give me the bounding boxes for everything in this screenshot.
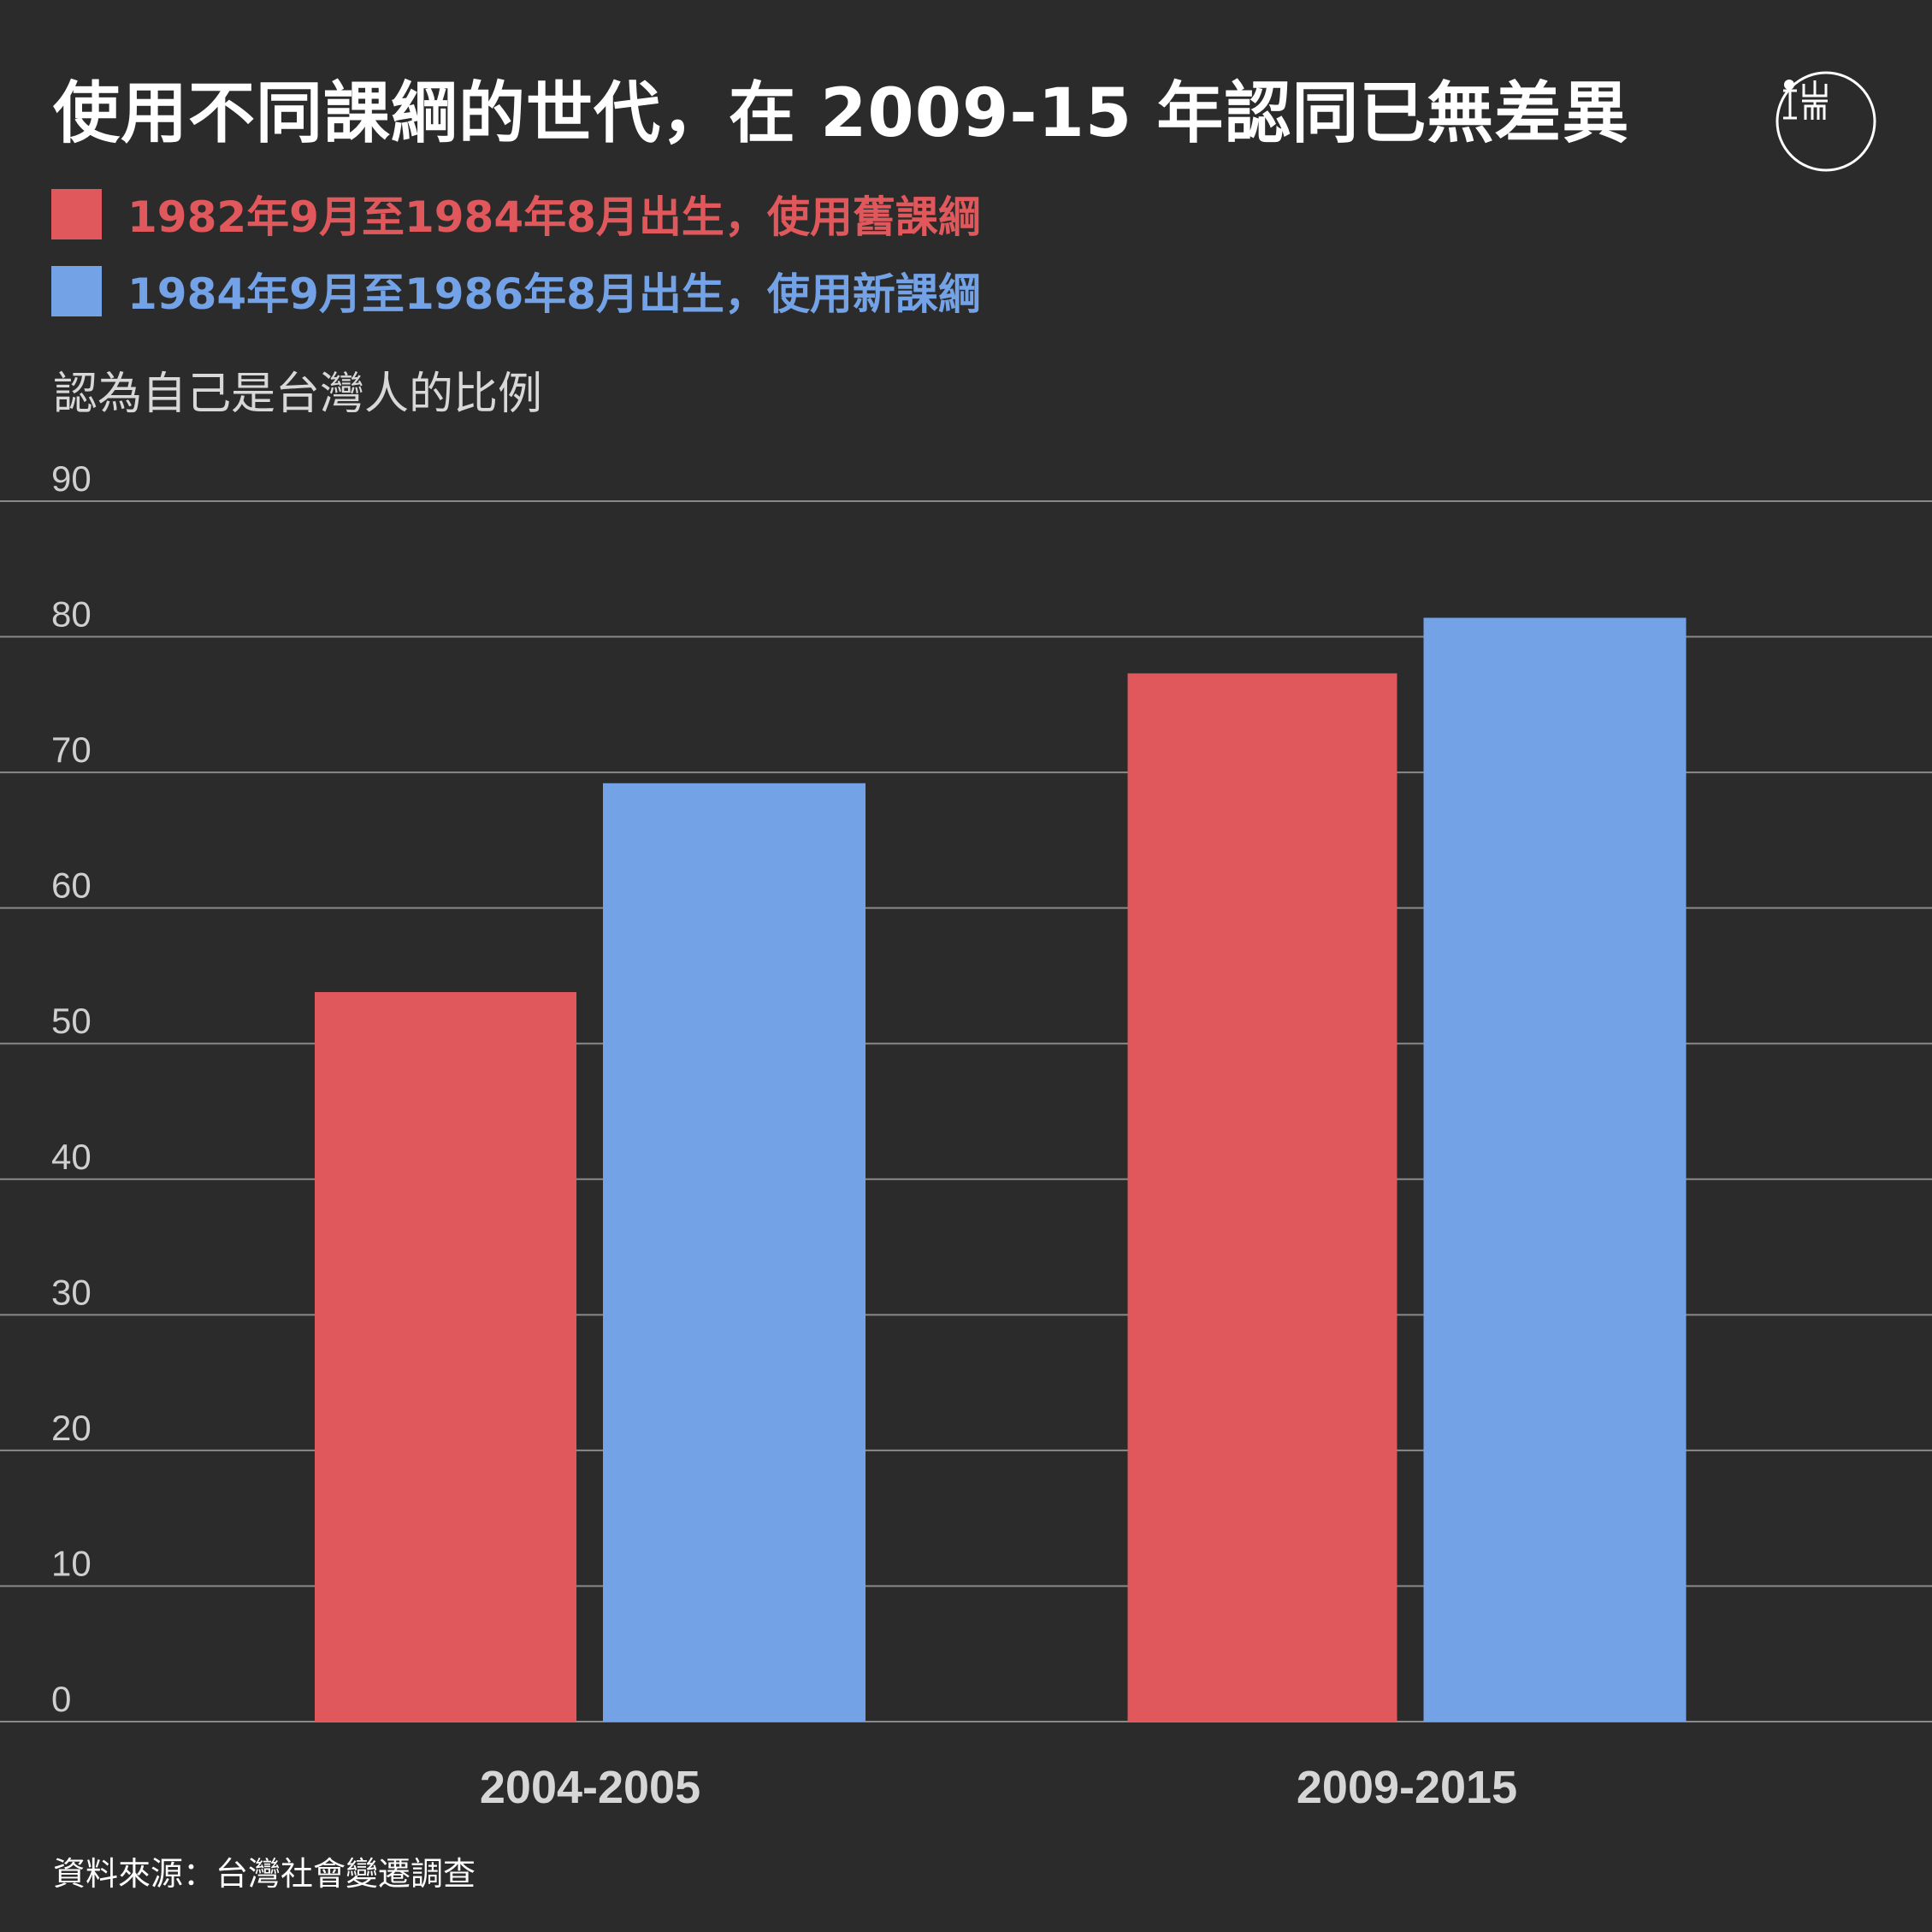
legend-label-old: 1982年9月至1984年8月出生，使用舊課綱 bbox=[127, 192, 981, 242]
bar bbox=[603, 783, 866, 1722]
y-tick-label: 90 bbox=[51, 458, 92, 499]
y-tick-label: 30 bbox=[51, 1272, 92, 1312]
initium-logo-icon bbox=[1775, 71, 1876, 172]
y-tick-label: 80 bbox=[51, 594, 92, 635]
y-tick-label: 10 bbox=[51, 1543, 92, 1583]
bar bbox=[1127, 673, 1397, 1722]
y-tick-label: 50 bbox=[51, 1001, 92, 1041]
legend-swatch-new bbox=[51, 265, 102, 316]
legend-item-old-curriculum: 1982年9月至1984年8月出生，使用舊課綱 bbox=[51, 188, 981, 242]
y-tick-label: 60 bbox=[51, 866, 92, 906]
bar bbox=[315, 991, 576, 1722]
x-category-label: 2004-2005 bbox=[480, 1762, 700, 1813]
chart-title: 使用不同課綱的世代，在 2009-15 年認同已無差異 bbox=[53, 75, 1630, 152]
y-tick-label: 40 bbox=[51, 1137, 92, 1177]
legend-label-new: 1984年9月至1986年8月出生，使用新課綱 bbox=[127, 269, 981, 319]
y-axis-label: 認為自己是台灣人的比例 bbox=[53, 369, 543, 420]
legend-item-new-curriculum: 1984年9月至1986年8月出生，使用新課綱 bbox=[51, 265, 981, 319]
y-tick-label: 70 bbox=[51, 730, 92, 770]
legend-swatch-old bbox=[51, 188, 102, 239]
source-note: 資料來源：台灣社會變遷調查 bbox=[53, 1855, 476, 1893]
x-category-label: 2009-2015 bbox=[1297, 1762, 1517, 1813]
y-tick-label: 20 bbox=[51, 1408, 92, 1448]
y-tick-label: 0 bbox=[51, 1679, 71, 1719]
bar bbox=[1423, 617, 1687, 1722]
